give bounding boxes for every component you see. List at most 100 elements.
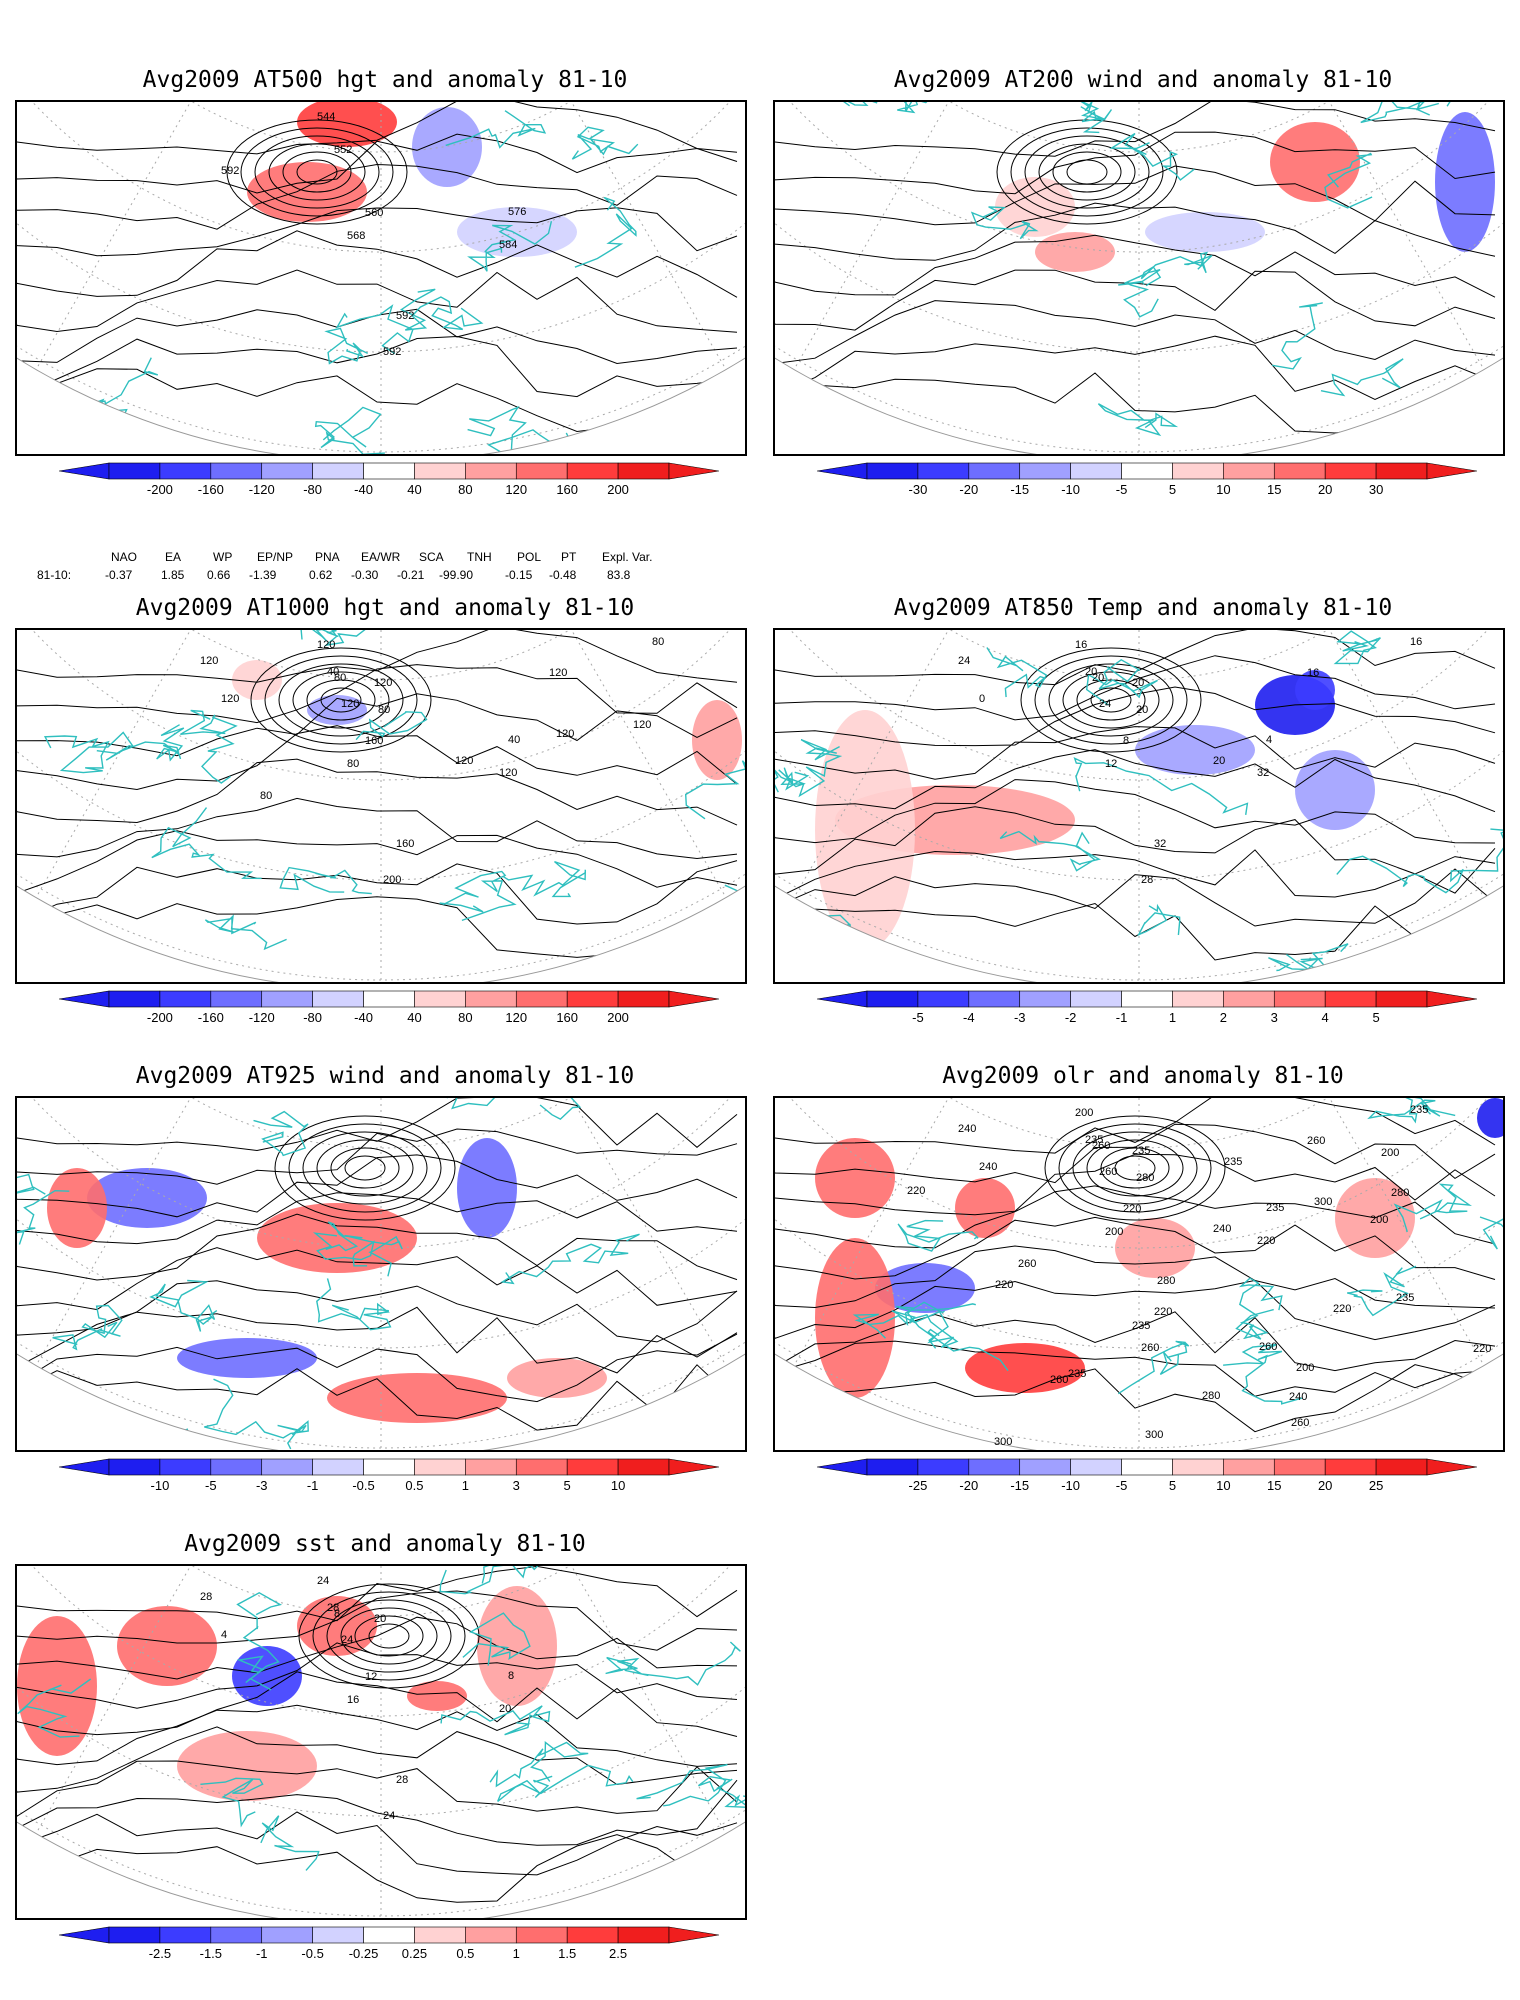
colorbar-tick-label: -2: [1064, 1010, 1077, 1025]
colorbar-tick-label: 200: [607, 482, 629, 497]
contour-label: 260: [1307, 1135, 1325, 1147]
contour-label: 584: [499, 239, 517, 251]
contour-label: 200: [1296, 1362, 1314, 1374]
colorbar-tick-label: -5: [912, 1010, 924, 1025]
colorbar-bar: [817, 990, 1477, 1008]
colorbar-segment: [1324, 462, 1377, 480]
colorbar-tick-label: -3: [1013, 1010, 1026, 1025]
colorbar-segment: [1172, 462, 1224, 480]
colorbar-segment: [1019, 1458, 1071, 1476]
colorbar-tick-label: 10: [1216, 482, 1231, 497]
contour-label: 80: [260, 790, 272, 802]
colorbar-segment: [108, 462, 161, 480]
contour-label: 592: [221, 165, 239, 177]
contour-label: 260: [1099, 1166, 1117, 1178]
colorbar-segment: [1019, 462, 1071, 480]
colorbar-tick-label: -5: [205, 1478, 217, 1493]
contour-label: 240: [958, 1123, 976, 1135]
colorbar-segment: [1172, 990, 1224, 1008]
contour-label: 20: [499, 1703, 511, 1715]
contour-label: 4: [1266, 734, 1272, 746]
contour-label: 220: [1154, 1306, 1172, 1318]
colorbar-segment: [1375, 1458, 1428, 1476]
index-value-tnh: -99.90: [439, 568, 474, 582]
colorbar-tick-label: 4: [1321, 1010, 1329, 1025]
colorbar-tick-label: -5: [1115, 482, 1128, 497]
index-header-explvar: Expl. Var.: [602, 550, 653, 564]
colorbar-segment: [617, 990, 670, 1008]
colorbar-segment: [210, 990, 263, 1008]
colorbar-tick-label: 2: [1219, 1010, 1227, 1025]
colorbar-segment: [159, 990, 212, 1008]
colorbar-tick-label: -80: [303, 1010, 323, 1025]
contour-label: 80: [334, 672, 346, 684]
contour-label: 24: [1099, 698, 1111, 710]
colorbar-segment: [1172, 1458, 1224, 1476]
contour-label: 235: [1085, 1134, 1103, 1146]
colorbar-segment: [866, 462, 919, 480]
colorbar-segment: [1019, 990, 1071, 1008]
contour-label: 20: [374, 1613, 386, 1625]
contour-label: 220: [1333, 1303, 1351, 1315]
colorbar-tick-label: 80: [458, 1010, 473, 1025]
index-header-ea: EA: [165, 550, 182, 564]
contour-label: 80: [347, 758, 359, 770]
contour-label: 8: [1123, 735, 1129, 747]
colorbar-bar: [59, 990, 719, 1008]
colorbar-segment: [1324, 990, 1377, 1008]
contour-label: 235: [1132, 1320, 1150, 1332]
contour-label: 20: [1092, 672, 1104, 684]
colorbar-sst: -2.5 -1.5 -1 -0.5 -0.25 0.25 0.5 1 1.5 2.5: [59, 1926, 719, 1966]
colorbar-olr: -25 -20 -15 -10 -5 5 10 15 20 25: [817, 1458, 1477, 1498]
colorbar-segment: [1070, 990, 1122, 1008]
colorbar-tick-label: 5: [563, 1478, 571, 1493]
colorbar-tick-label: -1.5: [199, 1946, 223, 1961]
index-header-pt: PT: [561, 550, 577, 564]
contour-label: 160: [396, 838, 414, 850]
map-at925: [17, 1098, 745, 1450]
colorbar-tick-label: 30: [1368, 482, 1384, 497]
contour-label: 40: [508, 734, 520, 746]
map-frame: 16 20 0 4 8 12 32 32 28 24 20 20 24 20 20 16 16: [773, 628, 1505, 984]
contour-label: 28: [327, 1602, 339, 1614]
index-header-eawr: EA/WR: [361, 550, 401, 564]
colorbar-tick-label: -10: [1061, 1478, 1081, 1493]
colorbar-tick-label: 3: [512, 1478, 520, 1493]
colorbar-segment: [566, 990, 619, 1008]
contour-label: 20: [1085, 666, 1097, 678]
contour-label: 120: [341, 698, 359, 710]
contour-label: 260: [1141, 1342, 1159, 1354]
colorbar-tick-label: 0.5: [405, 1478, 424, 1493]
colorbar-tick-label: 10: [1216, 1478, 1231, 1493]
colorbar-bar: [817, 1458, 1477, 1476]
colorbar-segment: [108, 990, 161, 1008]
contour-label: 235: [1068, 1368, 1086, 1380]
colorbar-segment: [968, 462, 1021, 480]
colorbar-segment: [617, 1926, 670, 1944]
colorbar-segment: [210, 462, 263, 480]
colorbar-segment: [312, 1458, 364, 1476]
contour-label: 28: [396, 1774, 408, 1786]
panel-title: Avg2009 olr and anomaly 81-10: [942, 1063, 1344, 1089]
colorbar-segment: [1223, 1458, 1275, 1476]
colorbar-tick-label: -160: [197, 1010, 224, 1025]
colorbar-tick-label: -20: [959, 1478, 979, 1493]
colorbar-tick-label: 15: [1267, 1478, 1282, 1493]
colorbar-segment: [363, 990, 415, 1008]
panel-title: Avg2009 AT1000 hgt and anomaly 81-10: [135, 595, 635, 621]
index-header-pol: POL: [517, 550, 542, 564]
colorbar-segment: [1273, 990, 1326, 1008]
colorbar-segment: [866, 990, 919, 1008]
contour-label: 12: [365, 1671, 377, 1683]
colorbar-segment: [515, 990, 568, 1008]
contour-label: 200: [1381, 1147, 1399, 1159]
contour-label: 235: [1132, 1145, 1150, 1157]
contour-label: 24: [341, 1634, 353, 1646]
colorbar-tick-label: 2.5: [609, 1946, 628, 1961]
colorbar-tick-label: -40: [354, 482, 373, 497]
panel-title: Avg2009 AT200 wind and anomaly 81-10: [893, 67, 1393, 93]
contour-label: 220: [1123, 1203, 1141, 1215]
colorbar-tick-label: -10: [150, 1478, 170, 1493]
colorbar-segment: [261, 990, 313, 1008]
contour-label: 120: [499, 767, 517, 779]
